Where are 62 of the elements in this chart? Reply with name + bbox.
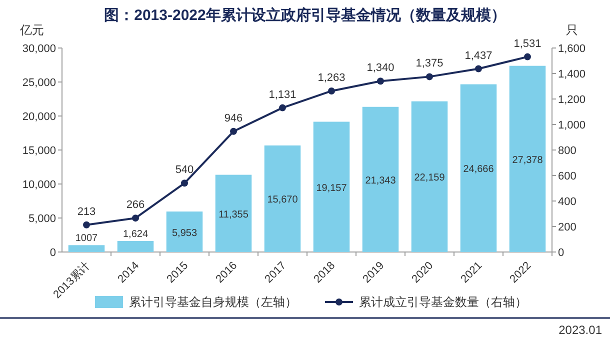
data-label: 21,343 xyxy=(365,175,396,186)
y-tick-label: 20,000 xyxy=(22,111,56,123)
y2-tick-label: 400 xyxy=(558,196,576,208)
bar xyxy=(215,174,252,252)
data-label: 27,378 xyxy=(512,154,544,166)
data-label: 1,437 xyxy=(464,50,492,62)
bar xyxy=(117,240,154,252)
y2-tick-label: 200 xyxy=(558,222,576,234)
bar xyxy=(362,106,399,252)
bar xyxy=(68,245,105,252)
y2-tick-label: 1,600 xyxy=(558,43,586,55)
data-label: 1007 xyxy=(75,233,98,244)
data-label: 1,340 xyxy=(366,62,394,74)
bar xyxy=(460,84,497,252)
data-label: 19,157 xyxy=(316,182,348,194)
data-label: 22,159 xyxy=(414,172,446,184)
data-label: 266 xyxy=(126,199,145,212)
y-tick-label: 0 xyxy=(50,247,56,259)
point xyxy=(426,73,433,80)
data-label: 540 xyxy=(175,164,194,176)
data-label: 1,624 xyxy=(122,228,148,240)
y-tick-label: 15,000 xyxy=(22,145,56,157)
y2-tick-label: 1,000 xyxy=(558,120,586,132)
data-label: 946 xyxy=(224,112,243,124)
data-label: 15,670 xyxy=(267,194,298,206)
data-label: 1,131 xyxy=(268,88,296,101)
data-label: 24,666 xyxy=(463,164,494,176)
data-label: 5,953 xyxy=(172,228,198,239)
legend-label: 累计引导基金自身规模（左轴） xyxy=(129,295,297,309)
y-tick-label: 30,000 xyxy=(22,43,56,55)
point xyxy=(230,128,237,135)
point xyxy=(83,221,90,228)
point xyxy=(524,53,531,60)
bar xyxy=(264,145,301,252)
y-tick-label: 25,000 xyxy=(22,77,56,89)
bar xyxy=(166,212,203,252)
y2-tick-label: 800 xyxy=(558,145,576,157)
y-tick-label: 10,000 xyxy=(22,179,56,191)
y-tick-label: 5,000 xyxy=(28,213,56,225)
data-label: 1,531 xyxy=(514,38,542,50)
y2-tick-label: 1,400 xyxy=(558,68,586,80)
data-label: 1,375 xyxy=(416,58,444,70)
bar xyxy=(313,122,350,252)
legend-label: 累计成立引导基金数量（右轴） xyxy=(359,295,527,309)
data-label: 213 xyxy=(77,206,96,218)
point xyxy=(279,104,286,112)
chart-title: 图：2013-2022年累计设立政府引导基金情况（数量及规模） xyxy=(104,6,506,24)
data-label: 1,263 xyxy=(318,72,346,84)
point xyxy=(475,65,482,72)
y2-tick-label: 600 xyxy=(558,170,576,182)
y-axis-title: 亿元 xyxy=(19,23,44,37)
bar xyxy=(411,101,448,252)
y2-tick-label: 0 xyxy=(558,247,564,259)
point xyxy=(181,180,188,187)
y2-tick-label: 1,200 xyxy=(558,94,586,106)
bar xyxy=(509,66,546,252)
y2-axis-title: 只 xyxy=(566,23,578,37)
data-label: 11,355 xyxy=(218,209,249,220)
point xyxy=(132,214,139,222)
point xyxy=(377,78,384,85)
point xyxy=(328,87,335,94)
text: 2023.01 xyxy=(558,323,602,337)
